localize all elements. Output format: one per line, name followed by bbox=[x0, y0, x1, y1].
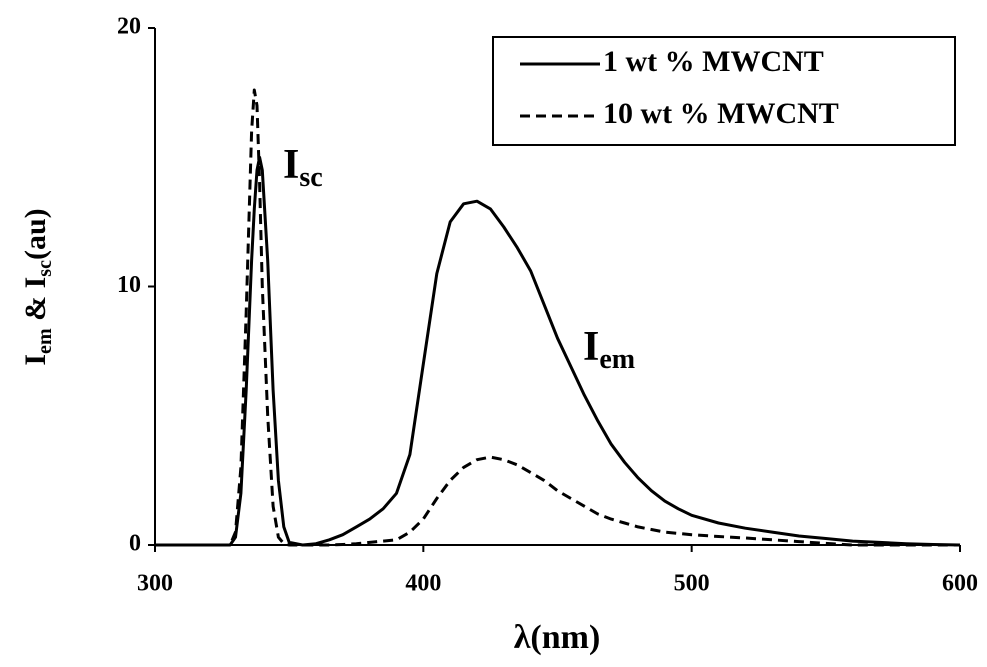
y-label-part: I bbox=[19, 354, 52, 366]
y-axis-label: Iem & Isc(au) bbox=[19, 208, 56, 365]
x-tick-label: 400 bbox=[405, 571, 441, 597]
annotation-subscript: sc bbox=[299, 162, 322, 193]
legend-box bbox=[492, 36, 956, 146]
y-label-subscript: sc bbox=[34, 260, 56, 277]
legend-label: 1 wt % MWCNT bbox=[603, 45, 824, 78]
annotation-main: I bbox=[283, 142, 299, 188]
x-tick-label: 300 bbox=[137, 571, 173, 597]
data-line bbox=[155, 88, 960, 547]
legend-label: 10 wt % MWCNT bbox=[603, 97, 839, 130]
y-tick-label: 0 bbox=[129, 531, 141, 557]
y-label-subscript: em bbox=[34, 328, 56, 354]
annotation-subscript: em bbox=[599, 344, 635, 375]
annotation-main: I bbox=[583, 324, 599, 370]
x-axis-label: λ(nm) bbox=[514, 619, 601, 656]
y-tick-label: 20 bbox=[117, 14, 141, 40]
y-label-part: (au) bbox=[19, 208, 52, 260]
x-tick-label: 500 bbox=[674, 571, 710, 597]
annotation: Isc bbox=[283, 142, 323, 194]
x-tick-label: 600 bbox=[942, 571, 978, 597]
annotation: Iem bbox=[583, 324, 635, 376]
y-tick-label: 10 bbox=[117, 272, 141, 298]
data-line bbox=[155, 155, 961, 547]
y-label-part: & I bbox=[19, 277, 52, 329]
